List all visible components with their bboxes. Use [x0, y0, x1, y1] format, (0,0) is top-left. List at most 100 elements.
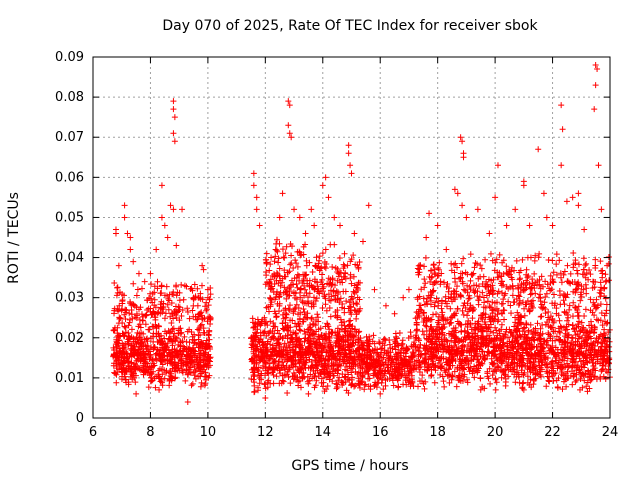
- data-point: [443, 246, 450, 253]
- data-point: [135, 270, 142, 277]
- data-point: [172, 364, 179, 371]
- data-point: [142, 321, 149, 328]
- data-point: [274, 363, 281, 370]
- data-point: [422, 254, 429, 261]
- data-point: [459, 202, 466, 209]
- data-point: [203, 299, 210, 306]
- data-point: [297, 286, 304, 293]
- data-point: [286, 102, 293, 109]
- data-point: [119, 291, 126, 298]
- data-point: [312, 357, 319, 364]
- data-point: [550, 377, 557, 384]
- data-point: [353, 300, 360, 307]
- y-tick-label: 0.01: [55, 371, 84, 386]
- data-point: [343, 387, 350, 394]
- data-point: [276, 265, 283, 272]
- data-point: [294, 271, 301, 278]
- data-point: [319, 182, 326, 189]
- data-point: [296, 214, 303, 221]
- data-point: [128, 306, 135, 313]
- data-point: [337, 222, 344, 229]
- data-point: [183, 362, 190, 369]
- data-point: [347, 304, 354, 311]
- data-point: [342, 332, 349, 339]
- data-point: [520, 287, 527, 294]
- data-point: [354, 286, 361, 293]
- data-point: [131, 374, 138, 381]
- data-point: [141, 278, 148, 285]
- data-point: [112, 230, 119, 237]
- data-point: [475, 297, 482, 304]
- data-point: [308, 315, 315, 322]
- data-point: [295, 358, 302, 365]
- data-point: [259, 316, 266, 323]
- data-point: [315, 326, 322, 333]
- data-point: [195, 361, 202, 368]
- data-point: [133, 292, 140, 299]
- data-point: [553, 261, 560, 268]
- data-point: [203, 306, 210, 313]
- data-point: [565, 364, 572, 371]
- data-point: [194, 326, 201, 333]
- data-point: [193, 367, 200, 374]
- data-point: [350, 339, 357, 346]
- data-point: [313, 362, 320, 369]
- data-point: [559, 126, 566, 133]
- data-point: [150, 330, 157, 337]
- data-point: [294, 337, 301, 344]
- data-point: [271, 330, 278, 337]
- data-point: [451, 186, 458, 193]
- data-point: [348, 311, 355, 318]
- data-point: [250, 182, 257, 189]
- data-point: [181, 333, 188, 340]
- data-point: [145, 367, 152, 374]
- data-point: [253, 360, 260, 367]
- data-point: [531, 270, 538, 277]
- data-point: [138, 336, 145, 343]
- data-point: [267, 318, 274, 325]
- data-point: [549, 222, 556, 229]
- data-point: [288, 335, 295, 342]
- data-point: [315, 373, 322, 380]
- data-point: [144, 297, 151, 304]
- data-point: [592, 62, 599, 69]
- data-point: [477, 375, 484, 382]
- data-point: [319, 304, 326, 311]
- data-point: [291, 341, 298, 348]
- data-point: [250, 372, 257, 379]
- grid-lines: [93, 57, 610, 418]
- data-point: [122, 324, 129, 331]
- data-point: [116, 314, 123, 321]
- data-point: [263, 304, 270, 311]
- data-point: [194, 302, 201, 309]
- data-point: [128, 367, 135, 374]
- data-point: [133, 390, 140, 397]
- data-point: [340, 360, 347, 367]
- data-point: [162, 346, 169, 353]
- data-point: [126, 316, 133, 323]
- data-point: [262, 347, 269, 354]
- data-point: [174, 350, 181, 357]
- data-point: [273, 314, 280, 321]
- data-point: [334, 314, 341, 321]
- data-point: [316, 349, 323, 356]
- data-point: [170, 315, 177, 322]
- data-point: [168, 319, 175, 326]
- data-point: [147, 353, 154, 360]
- data-point: [287, 261, 294, 268]
- data-point: [130, 301, 137, 308]
- data-point: [110, 344, 117, 351]
- y-tick-label: 0.04: [55, 251, 84, 266]
- data-point: [259, 365, 266, 372]
- data-point: [302, 272, 309, 279]
- data-point: [260, 353, 267, 360]
- data-point: [274, 288, 281, 295]
- data-point: [338, 319, 345, 326]
- data-point: [116, 302, 123, 309]
- data-point: [186, 315, 193, 322]
- data-point: [594, 66, 601, 73]
- data-point: [354, 281, 361, 288]
- data-point: [148, 295, 155, 302]
- data-point: [602, 271, 609, 278]
- data-point: [173, 242, 180, 249]
